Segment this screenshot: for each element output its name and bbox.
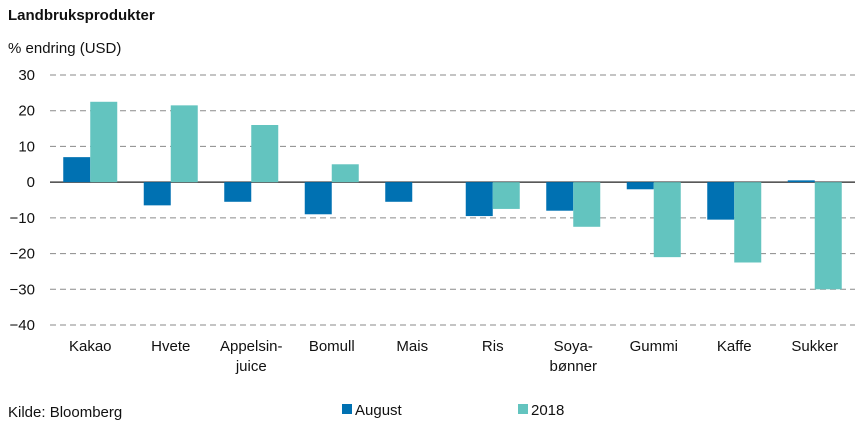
bar-august-0 <box>63 157 91 183</box>
bar-august-4 <box>385 182 413 202</box>
y-tick-label: −20 <box>10 246 35 263</box>
source-note: Kilde: Bloomberg <box>8 404 122 421</box>
bar-august-5 <box>465 182 493 217</box>
category-label: Gummi <box>630 338 678 355</box>
bar-2018-1 <box>170 105 198 183</box>
chart-title: Landbruksprodukter <box>8 7 155 24</box>
bar-august-1 <box>143 182 171 206</box>
bar-august-6 <box>546 182 574 211</box>
legend-swatch-2018 <box>518 404 528 414</box>
y-axis-title: % endring (USD) <box>8 40 121 57</box>
bar-2018-2 <box>251 125 279 183</box>
category-label: Bomull <box>309 338 355 355</box>
category-label: Sukker <box>791 338 838 355</box>
y-tick-label: −30 <box>10 281 35 298</box>
category-label: Kakao <box>69 338 112 355</box>
y-tick-labels: 30 20 10 0 −10 −20 −30 −40 <box>10 67 35 334</box>
y-tick-label: 10 <box>18 138 35 155</box>
bar-august-7 <box>626 182 654 190</box>
legend-swatch-august <box>342 404 352 414</box>
bar-august-2 <box>224 182 252 202</box>
y-tick-label: 0 <box>27 174 35 191</box>
y-tick-label: 20 <box>18 103 35 120</box>
bar-2018-0 <box>90 101 118 183</box>
category-label: Hvete <box>151 338 190 355</box>
bar-2018-8 <box>734 182 762 263</box>
bar-august-8 <box>707 182 735 220</box>
bar-2018-7 <box>653 182 681 258</box>
category-label: Ris <box>482 338 504 355</box>
bar-2018-9 <box>814 182 842 290</box>
bar-august-9 <box>787 180 815 183</box>
category-label: Soya-bønner <box>549 338 597 375</box>
bar-august-3 <box>304 182 332 215</box>
y-tick-label: −10 <box>10 210 35 227</box>
legend-label-2018: 2018 <box>531 402 564 419</box>
category-labels: Kakao Hvete Appelsin-juice Bomull Mais Ris Soy… <box>69 338 838 375</box>
legend-label-august: August <box>355 402 403 419</box>
category-label: Appelsin-juice <box>220 338 283 375</box>
bar-2018-6 <box>573 182 601 227</box>
legend: August 2018 <box>342 402 564 419</box>
category-label: Kaffe <box>717 338 752 355</box>
bars <box>63 101 842 290</box>
bar-2018-3 <box>331 164 359 183</box>
bar-2018-5 <box>492 182 520 209</box>
y-tick-label: −40 <box>10 317 35 334</box>
category-label: Mais <box>396 338 428 355</box>
y-tick-label: 30 <box>18 67 35 84</box>
